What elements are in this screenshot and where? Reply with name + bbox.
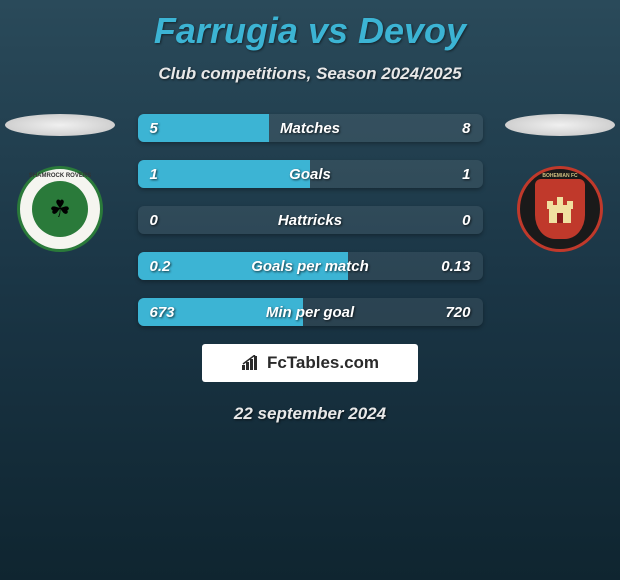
- brand-box[interactable]: FcTables.com: [202, 344, 418, 382]
- stat-value-right: 0: [462, 212, 470, 229]
- stats-list: 5 Matches 8 1 Goals 1 0 Hattricks 0 0.2 Goals per …: [138, 114, 483, 326]
- badge-right-text: BOHEMIAN FC: [542, 173, 577, 179]
- stat-value-left: 0: [150, 212, 158, 229]
- stat-value-right: 8: [462, 120, 470, 137]
- badge-left-text: SHAMROCK ROVERS: [29, 173, 91, 179]
- stat-row: 673 Min per goal 720: [138, 298, 483, 326]
- stat-value-right: 0.13: [441, 258, 470, 275]
- stat-fill-left: [138, 160, 311, 188]
- stat-value-right: 1: [462, 166, 470, 183]
- shamrock-icon: ☘: [32, 181, 88, 237]
- stat-value-right: 720: [445, 304, 470, 321]
- stat-value-left: 673: [150, 304, 175, 321]
- castle-icon: [535, 179, 585, 239]
- page-title: Farrugia vs Devoy: [0, 0, 620, 52]
- stat-value-left: 5: [150, 120, 158, 137]
- stat-row: 0 Hattricks 0: [138, 206, 483, 234]
- stat-value-left: 1: [150, 166, 158, 183]
- stat-row: 5 Matches 8: [138, 114, 483, 142]
- country-flag-left: [5, 114, 115, 136]
- brand-text: FcTables.com: [267, 353, 379, 373]
- stat-label: Matches: [280, 120, 340, 137]
- subtitle: Club competitions, Season 2024/2025: [0, 64, 620, 84]
- country-flag-right: [505, 114, 615, 136]
- stat-row: 0.2 Goals per match 0.13: [138, 252, 483, 280]
- stat-row: 1 Goals 1: [138, 160, 483, 188]
- club-right-panel: BOHEMIAN FC: [500, 114, 620, 252]
- club-badge-left: SHAMROCK ROVERS ☘: [17, 166, 103, 252]
- stat-label: Min per goal: [266, 304, 354, 321]
- date-text: 22 september 2024: [0, 404, 620, 424]
- stat-value-left: 0.2: [150, 258, 171, 275]
- content-area: SHAMROCK ROVERS ☘ BOHEMIAN FC 5 Matches 8 1…: [0, 114, 620, 326]
- stat-label: Hattricks: [278, 212, 342, 229]
- stat-label: Goals per match: [251, 258, 369, 275]
- chart-icon: [241, 355, 261, 371]
- club-left-panel: SHAMROCK ROVERS ☘: [0, 114, 120, 252]
- stat-label: Goals: [289, 166, 331, 183]
- club-badge-right: BOHEMIAN FC: [517, 166, 603, 252]
